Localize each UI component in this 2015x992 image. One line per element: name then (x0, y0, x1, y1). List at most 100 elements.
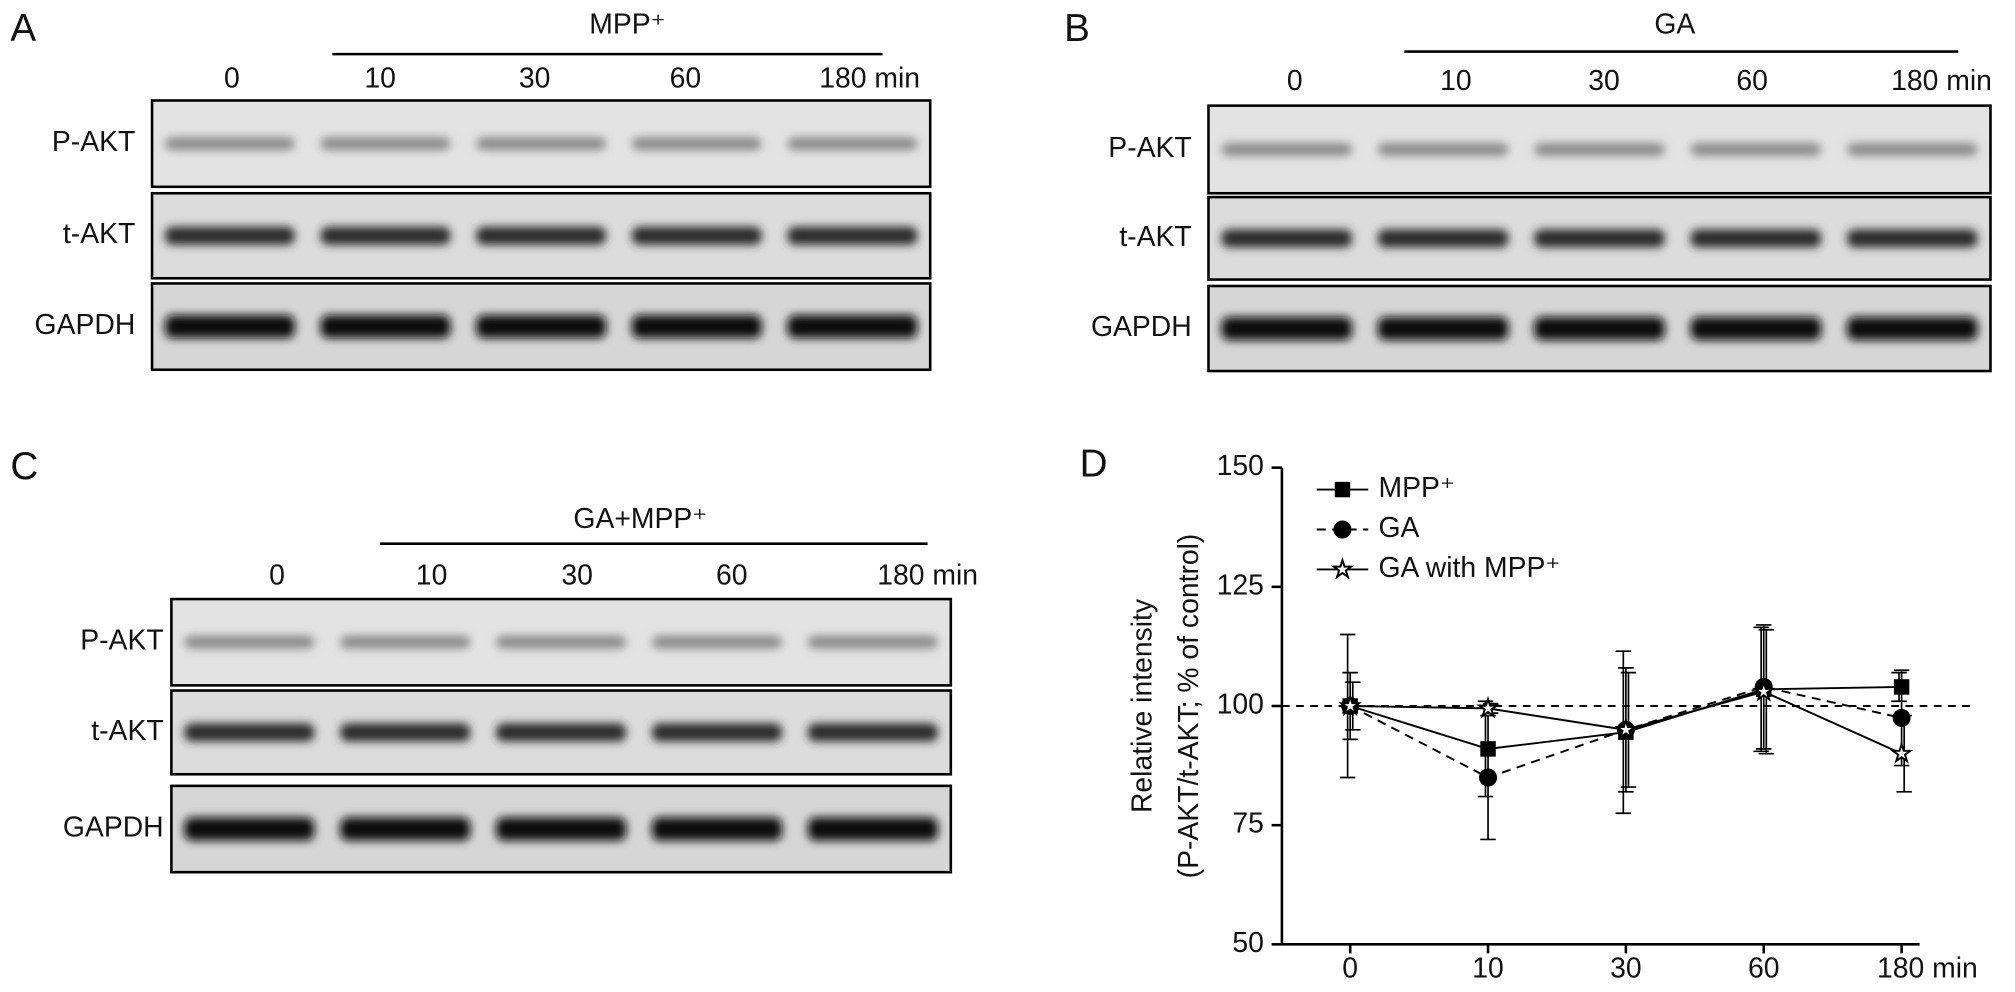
lane-label: 30 (561, 560, 593, 592)
band (651, 635, 783, 649)
band (184, 723, 315, 742)
lane-label: 0 (1287, 65, 1303, 97)
band (807, 817, 938, 841)
band (1690, 229, 1822, 248)
treatment-label: GA+MPP⁺ (573, 503, 707, 535)
panel-label: B (1064, 7, 1090, 50)
marker (1479, 768, 1498, 787)
y-tick-label: 75 (1232, 808, 1264, 840)
marker (1751, 679, 1776, 702)
lane-label: 10 (364, 62, 396, 94)
x-tick-label: 10 (1472, 953, 1504, 985)
band (1690, 316, 1822, 341)
row-label: t-AKT (91, 715, 163, 747)
row-label: t-AKT (1119, 221, 1191, 253)
band (787, 226, 918, 245)
band (631, 137, 762, 151)
band (631, 314, 762, 339)
band (1221, 143, 1352, 156)
marker (1889, 741, 1914, 764)
band (1534, 143, 1665, 156)
band (1377, 316, 1509, 341)
marker (1330, 556, 1355, 580)
lane-label: 0 (269, 560, 285, 592)
band (1534, 229, 1665, 248)
row-label: GAPDH (63, 812, 164, 844)
band (1534, 316, 1665, 341)
band (496, 817, 627, 841)
legend-label: GA with MPP⁺ (1379, 552, 1561, 584)
band (184, 635, 315, 649)
marker (1480, 741, 1496, 757)
lane-label: 60 (1736, 65, 1768, 97)
band (1221, 229, 1352, 248)
band (320, 226, 451, 245)
band (164, 314, 295, 339)
panel-label: D (1080, 443, 1108, 486)
lane-label: 30 (519, 62, 551, 94)
lane-label: 60 (670, 62, 702, 94)
lane-label: 60 (716, 560, 748, 592)
band (340, 723, 471, 742)
lane-label: 180 min (877, 560, 978, 592)
panel-label: C (10, 445, 38, 488)
band (651, 723, 783, 742)
row-label: GAPDH (1091, 311, 1192, 343)
lane-label: 30 (1588, 65, 1620, 97)
y-tick-label: 100 (1217, 688, 1264, 720)
band (787, 314, 918, 339)
treatment-label: GA (1654, 8, 1695, 40)
marker (1614, 717, 1638, 740)
marker (1338, 693, 1362, 717)
band (807, 635, 938, 649)
lane-label: 10 (1440, 65, 1472, 97)
marker (1893, 679, 1910, 695)
treatment-label: MPP⁺ (589, 8, 665, 40)
band (164, 226, 295, 245)
band (1377, 143, 1509, 156)
lane-label: 180 min (1891, 65, 1992, 97)
y-tick-label: 50 (1232, 927, 1264, 959)
band (496, 723, 627, 742)
band (476, 314, 607, 339)
row-label: GAPDH (35, 309, 136, 341)
marker (1476, 695, 1500, 719)
y-tick-label: 150 (1217, 450, 1264, 482)
row-label: P-AKT (80, 625, 163, 657)
band (1221, 316, 1352, 341)
band (1846, 316, 1978, 341)
marker (1334, 481, 1351, 498)
lane-label: 180 min (819, 62, 920, 94)
x-tick-label: 60 (1748, 953, 1780, 985)
band (164, 137, 295, 151)
legend-label: MPP⁺ (1379, 472, 1455, 504)
y-axis-label: Relative intensity (1127, 598, 1159, 813)
band (476, 137, 607, 151)
band (184, 817, 315, 841)
band (1846, 143, 1978, 156)
band (476, 226, 607, 245)
y-tick-label: 125 (1217, 569, 1264, 601)
band (320, 137, 451, 151)
band (1377, 229, 1509, 248)
lane-label: 0 (224, 62, 240, 94)
x-tick-label: 180 min (1877, 953, 1978, 985)
x-tick-label: 0 (1342, 953, 1358, 985)
band (1690, 143, 1822, 156)
band (320, 314, 451, 339)
band (340, 817, 471, 841)
x-tick-label: 30 (1610, 953, 1642, 985)
marker (1333, 520, 1352, 539)
legend-label: GA (1379, 512, 1420, 544)
band (787, 137, 918, 151)
row-label: P-AKT (52, 126, 135, 158)
band (807, 723, 938, 742)
lane-label: 10 (416, 560, 448, 592)
row-label: t-AKT (63, 218, 135, 250)
row-label: P-AKT (1108, 132, 1191, 164)
panel-label: A (10, 7, 36, 50)
y-axis-label: (P-AKT/t-AKT; % of control) (1173, 534, 1205, 879)
band (651, 817, 783, 841)
marker (1892, 708, 1911, 727)
